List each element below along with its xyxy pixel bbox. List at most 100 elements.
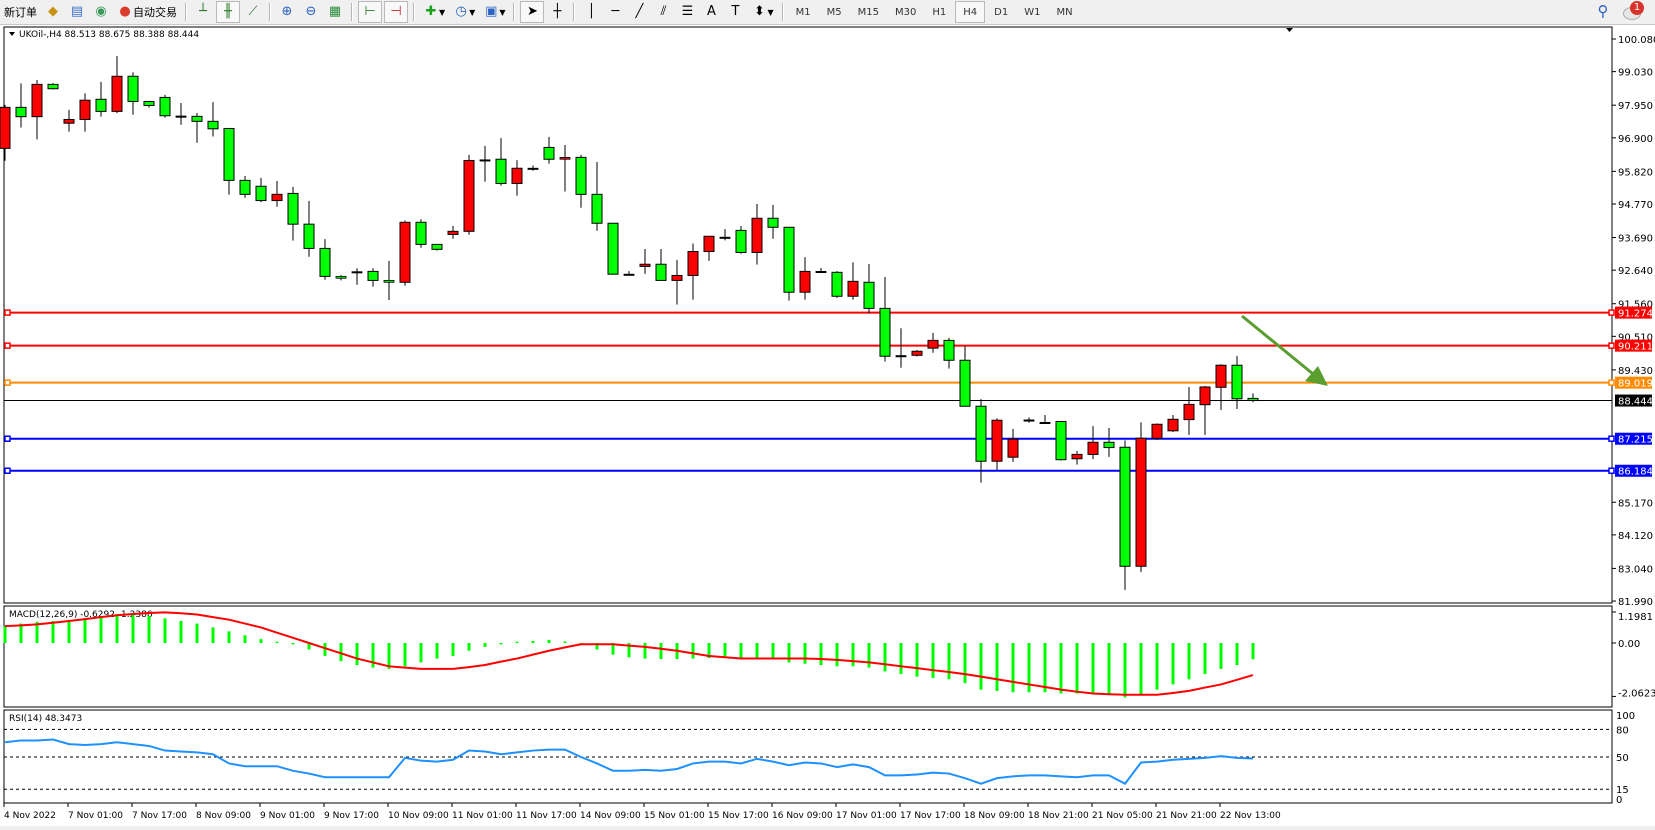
candle-body <box>175 115 187 118</box>
history-icon: ▤ <box>70 4 84 19</box>
timeframe-m5[interactable]: M5 <box>826 6 842 18</box>
zoom-in-button[interactable]: ⊕ <box>276 1 298 23</box>
candle-body <box>1023 419 1035 422</box>
macd-histogram-bar <box>1011 643 1015 693</box>
trendline-button[interactable]: ╱ <box>628 1 650 23</box>
price-tick-label: 95.820 <box>1618 167 1653 178</box>
gold-button[interactable]: ◆ <box>42 1 64 23</box>
notifications-button[interactable]: 1 <box>1623 1 1645 21</box>
candle-body <box>847 280 859 297</box>
signal-button[interactable]: ◉ <box>90 1 112 23</box>
chart-shift-button[interactable]: ⊣ <box>384 1 408 23</box>
macd-histogram-bar <box>131 613 135 643</box>
candle-body <box>47 83 59 90</box>
candle <box>95 81 107 117</box>
candle-body <box>399 221 411 283</box>
chart-window[interactable]: UKOil-,H4 88.513 88.675 88.388 88.444 100… <box>0 25 1655 826</box>
macd-histogram-bar <box>291 643 295 645</box>
macd-histogram-bar <box>1203 643 1207 675</box>
timeframe-m30[interactable]: M30 <box>894 6 917 18</box>
macd-histogram-bar <box>435 643 439 659</box>
price-label-bg <box>1615 432 1652 445</box>
price-tick-label: 97.950 <box>1618 101 1653 112</box>
main-pane[interactable] <box>3 26 1613 604</box>
toolbar-separator <box>185 3 187 21</box>
line-chart-button[interactable]: ⟋ <box>242 1 264 23</box>
timeframe-h4[interactable]: H4 <box>955 1 986 23</box>
history-button[interactable]: ▤ <box>66 1 88 23</box>
crosshair-icon: ┼ <box>553 4 562 19</box>
fibonacci-button[interactable]: ☰ <box>676 1 698 23</box>
macd-pane[interactable] <box>3 605 1613 708</box>
candle-body <box>639 263 651 267</box>
search-icon[interactable]: ⚲ <box>1597 2 1609 20</box>
price-line-label: 89.019 <box>1618 379 1653 390</box>
line-handle[interactable] <box>4 342 11 349</box>
macd-histogram-bar <box>403 643 407 667</box>
bar-chart-button[interactable]: ┴ <box>192 1 214 23</box>
timeframe-w1[interactable]: W1 <box>1024 6 1041 18</box>
equidistant-channel-button[interactable]: ⫽ <box>652 1 674 23</box>
timeframe-mn[interactable]: MN <box>1056 6 1073 18</box>
line-handle[interactable] <box>1608 435 1615 442</box>
timeframe-m15[interactable]: M15 <box>857 6 879 18</box>
line-handle[interactable] <box>1608 342 1615 349</box>
candle-body <box>479 159 491 162</box>
templates-icon: ▣ <box>485 4 498 19</box>
price-tick-label: 96.900 <box>1618 134 1653 145</box>
timeframe-d1[interactable]: D1 <box>994 6 1009 18</box>
templates-button[interactable]: ▣ ▼ <box>485 4 506 19</box>
candle <box>415 219 427 248</box>
zoom-out-button[interactable]: ⊖ <box>300 1 322 23</box>
vertical-line-button[interactable]: │ <box>580 1 602 23</box>
price-tick-label: 84.120 <box>1618 531 1653 542</box>
candle-body <box>543 146 555 160</box>
timeframe-h1[interactable]: H1 <box>932 6 947 18</box>
line-handle[interactable] <box>1608 309 1615 316</box>
candle <box>1007 428 1019 462</box>
time-label: 7 Nov 01:00 <box>68 811 123 821</box>
line-handle[interactable] <box>4 435 11 442</box>
line-handle[interactable] <box>4 309 11 316</box>
price-line-label: 91.274 <box>1618 309 1653 320</box>
indicators-button[interactable]: ✚ ▼ <box>420 1 448 23</box>
cursor-button[interactable]: ➤ <box>520 1 545 23</box>
horizontal-line-button[interactable]: ─ <box>604 1 626 23</box>
macd-histogram-bar <box>947 643 951 680</box>
collapse-triangle-icon[interactable] <box>9 32 15 36</box>
macd-histogram-bar <box>211 627 215 643</box>
candle-body <box>79 99 91 120</box>
text-button[interactable]: A <box>700 1 722 23</box>
new-order-button[interactable]: 新订单 <box>1 1 40 23</box>
tile-windows-button[interactable]: ▦ <box>324 1 346 23</box>
line-handle[interactable] <box>4 467 11 474</box>
macd-tick-label: -2.0623 <box>1618 688 1655 699</box>
signal-icon: ◉ <box>95 4 107 19</box>
macd-histogram-bar <box>323 643 327 656</box>
timeframe-m1[interactable]: M1 <box>795 6 811 18</box>
auto-scroll-button[interactable]: ⊢ <box>358 1 382 23</box>
candlestick-button[interactable]: ╫ <box>216 1 240 23</box>
line-handle[interactable] <box>4 379 11 386</box>
crosshair-button[interactable]: ┼ <box>546 1 568 23</box>
candle-body <box>1071 453 1083 460</box>
macd-histogram-bar <box>707 643 711 659</box>
chart-shift-marker-icon <box>1286 28 1293 32</box>
candle <box>479 145 491 182</box>
toolbar-separator <box>781 3 784 21</box>
line-chart-icon: ⟋ <box>248 4 258 19</box>
candle-body <box>111 75 123 112</box>
candle <box>543 136 555 164</box>
chart-canvas[interactable]: UKOil-,H4 88.513 88.675 88.388 88.444 100… <box>0 25 1655 826</box>
macd-histogram-bar <box>419 643 423 663</box>
auto-trading-button[interactable]: ● 自动交易 <box>114 1 180 23</box>
arrows-button[interactable]: ⬍ ▼ <box>748 1 776 23</box>
macd-signal-line <box>4 611 1254 696</box>
line-handle[interactable] <box>1608 467 1615 474</box>
line-handle[interactable] <box>1608 379 1615 386</box>
candle <box>623 271 635 276</box>
periods-button[interactable]: ◷ ▼ <box>450 1 478 23</box>
text-label-button[interactable]: T <box>724 1 746 23</box>
macd-histogram-bar <box>547 639 551 643</box>
trend-arrow[interactable] <box>1241 314 1319 380</box>
